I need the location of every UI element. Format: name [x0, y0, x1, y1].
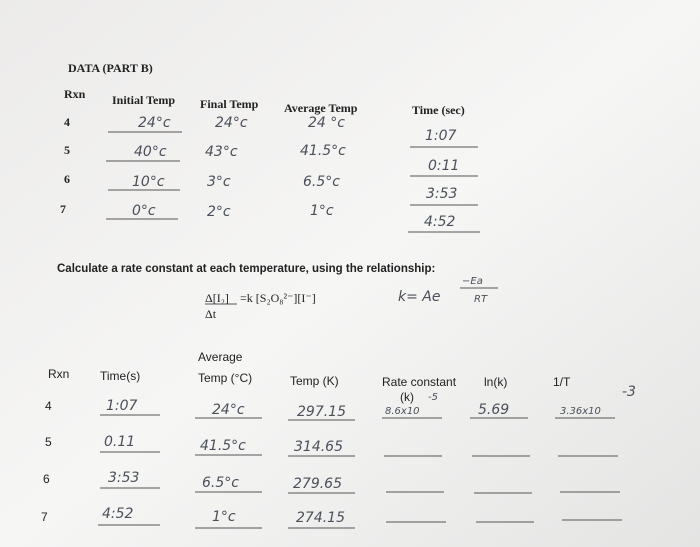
note: k= Ae — [398, 289, 440, 305]
heading: DATA (PART B) — [68, 61, 153, 75]
cell: 1°c — [212, 509, 236, 525]
header: Time(s) — [100, 369, 140, 383]
table2-rows: 4 1:07 24°c 297.15 8.6x10 -5 5.69 3.36x1… — [41, 384, 636, 529]
cell: 2°c — [207, 204, 231, 220]
cell: 24°c — [138, 115, 171, 131]
cell: 1°c — [310, 203, 334, 219]
cell: 8.6x10 — [385, 406, 420, 417]
cell: 3.36x10 — [560, 406, 601, 417]
cell: 10°c — [132, 174, 165, 190]
cell: 5 — [45, 435, 52, 449]
instruction: Calculate a rate constant at each temper… — [57, 263, 435, 275]
cell: 0:11 — [428, 158, 459, 174]
exponent: -3 — [622, 384, 636, 400]
cell: 314.65 — [294, 439, 343, 455]
header: ln(k) — [484, 375, 507, 389]
cell: 279.65 — [293, 476, 342, 492]
cell: 6.5°c — [303, 174, 340, 190]
cell: 6.5°c — [202, 475, 239, 491]
header: 1/T — [553, 375, 571, 389]
header: Rate constant — [382, 375, 457, 389]
header: Rxn — [64, 87, 86, 101]
note-exp: −Ea — [462, 276, 483, 287]
formula-rest: =k [S₂O₈²⁻][I⁻] — [240, 291, 316, 305]
cell: 6 — [43, 472, 50, 486]
cell: 0°c — [132, 203, 156, 219]
header: (k) — [400, 390, 414, 404]
cell: 40°c — [134, 144, 167, 160]
cell: 24°c — [212, 402, 245, 418]
exponent: -5 — [428, 392, 438, 403]
cell: 5.69 — [478, 402, 509, 418]
cell: 24°c — [215, 115, 248, 131]
cell: 297.15 — [297, 404, 346, 420]
cell: 7 — [41, 510, 48, 524]
cell: 5 — [64, 143, 70, 157]
cell: 41.5°c — [300, 143, 346, 159]
cell: 7 — [60, 202, 66, 216]
cell: 3°c — [207, 174, 231, 190]
cell: 4:52 — [424, 214, 456, 230]
header: Rxn — [48, 367, 69, 381]
cell: 6 — [64, 172, 70, 186]
cell: 4 — [64, 115, 70, 129]
header: Temp (°C) — [198, 371, 252, 385]
header: Final Temp — [200, 97, 259, 111]
cell: 3:53 — [108, 470, 139, 486]
header: Average — [198, 350, 243, 364]
cell: 24 °c — [308, 115, 345, 131]
cell: 4:52 — [102, 506, 134, 522]
formula-denominator: Δt — [205, 307, 217, 321]
cell: 0.11 — [104, 434, 135, 450]
formula-numerator: Δ[I₂] — [205, 291, 229, 305]
cell: 1:07 — [425, 128, 457, 144]
cell: 274.15 — [296, 510, 345, 526]
cell: 1:07 — [106, 398, 138, 414]
header: Temp (K) — [290, 374, 339, 388]
note-exp: RT — [474, 294, 488, 305]
cell: 43°c — [205, 144, 238, 160]
cell: 41.5°c — [200, 438, 246, 454]
table1-rows: 4 24°c 24°c 24 °c 1:07 5 40°c 43°c 41.5°… — [60, 115, 480, 233]
cell: 4 — [45, 399, 52, 413]
cell: 3:53 — [426, 186, 457, 202]
header: Initial Temp — [112, 93, 175, 107]
header: Average Temp — [284, 101, 358, 115]
answer-lines — [98, 414, 622, 529]
header: Time (sec) — [412, 103, 465, 117]
